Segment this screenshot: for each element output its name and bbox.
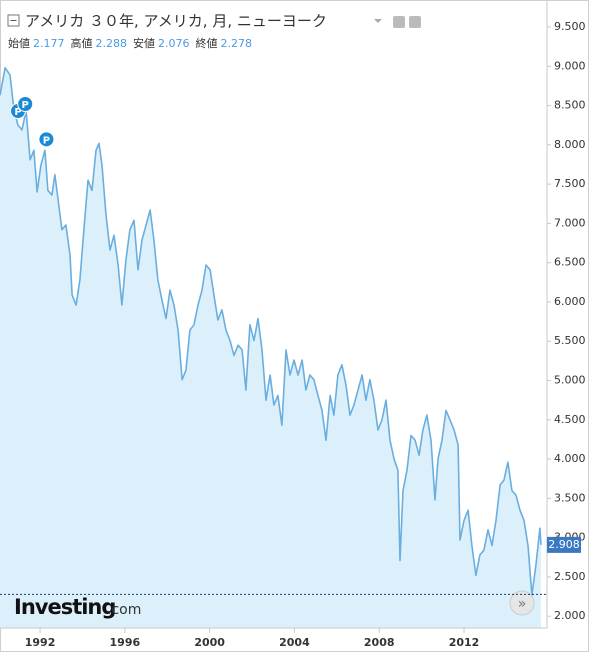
settings-icon[interactable] xyxy=(409,16,421,28)
series-area xyxy=(0,67,541,629)
y-tick-label: 8.500 xyxy=(554,99,586,112)
stat-value: 2.076 xyxy=(158,37,190,50)
stat-value: 2.177 xyxy=(33,37,65,50)
annotation-label: P xyxy=(22,100,29,111)
y-tick-label: 6.000 xyxy=(554,295,586,308)
series-line xyxy=(0,67,542,596)
x-tick-label: 1996 xyxy=(110,636,141,649)
x-tick-label: 2000 xyxy=(194,636,225,649)
chart-title: アメリカ ３０年, アメリカ, 月, ニューヨーク xyxy=(25,12,327,30)
y-tick-label: 2.000 xyxy=(554,609,586,622)
logo-main: Investing xyxy=(14,595,115,619)
annotation-marker xyxy=(38,131,55,148)
stat-label: 終値 xyxy=(196,36,218,50)
x-tick-label: 2012 xyxy=(449,636,480,649)
annotation-marker xyxy=(17,95,34,112)
stat-label: 高値 xyxy=(71,36,93,50)
y-tick-label: 6.500 xyxy=(554,256,586,269)
x-tick-label: 2004 xyxy=(279,636,310,649)
annotation-label: P xyxy=(14,107,21,118)
eye-icon[interactable] xyxy=(393,16,405,28)
y-tick-label: 7.000 xyxy=(554,216,586,229)
last-value-tag xyxy=(547,536,581,553)
stat-value: 2.288 xyxy=(96,37,128,50)
y-tick-label: 5.000 xyxy=(554,374,586,387)
y-tick-label: 4.500 xyxy=(554,413,586,426)
y-tick-label: 7.500 xyxy=(554,177,586,190)
stat-label: 始値 xyxy=(8,36,30,50)
plot-area xyxy=(0,67,542,629)
last-value-label: 2.908 xyxy=(548,538,580,551)
y-tick-label: 4.000 xyxy=(554,452,586,465)
scroll-button[interactable] xyxy=(509,590,535,616)
scroll-button-icon: » xyxy=(518,596,527,612)
x-tick-label: 1992 xyxy=(25,636,56,649)
annotation-label: P xyxy=(43,135,50,146)
y-tick-label: 3.500 xyxy=(554,491,586,504)
stat-value: 2.278 xyxy=(221,37,253,50)
dropdown-arrow[interactable] xyxy=(374,19,382,23)
y-tick-label: 5.500 xyxy=(554,334,586,347)
y-tick-label: 8.000 xyxy=(554,138,586,151)
y-tick-label: 9.500 xyxy=(554,20,586,33)
logo-suffix: .com xyxy=(107,602,141,618)
y-tick-label: 2.500 xyxy=(554,570,586,583)
y-tick-label: 9.000 xyxy=(554,59,586,72)
stat-label: 安値 xyxy=(133,36,155,50)
x-tick-label: 2008 xyxy=(364,636,395,649)
stats: 始値 2.177 高値 2.288 安値 2.076 終値 2.278 xyxy=(8,36,252,50)
